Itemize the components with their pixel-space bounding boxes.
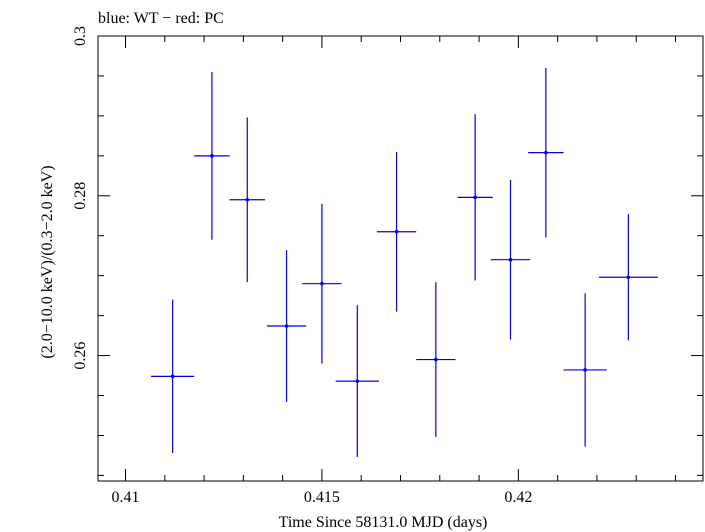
point-marker: [394, 229, 399, 234]
x-tick-label: 0.42: [504, 489, 532, 506]
point-marker: [544, 150, 548, 155]
point-marker: [170, 374, 175, 379]
point-marker: [320, 281, 324, 286]
data-point: [229, 117, 265, 283]
data-points: [151, 67, 658, 458]
y-tick-label: 0.3: [72, 26, 89, 46]
point-marker: [508, 257, 513, 262]
data-point: [151, 299, 195, 454]
point-marker: [355, 379, 360, 383]
data-point: [416, 282, 456, 438]
point-marker: [626, 275, 631, 280]
y-axis-label: (2.0−10.0 keV)/(0.3−2.0 keV): [39, 165, 56, 358]
point-marker: [434, 357, 438, 362]
data-point: [490, 179, 531, 340]
y-tick-label: 0.26: [72, 342, 89, 370]
data-point: [598, 214, 658, 341]
tick-labels: 0.41 0.415 0.42 0.26 0.28 0.3: [72, 26, 532, 506]
data-point: [528, 67, 564, 238]
data-point: [302, 203, 342, 364]
data-point: [335, 305, 379, 458]
x-tick-label: 0.415: [304, 489, 340, 506]
point-marker: [210, 154, 214, 158]
plot-frame: [97, 35, 704, 482]
point-marker: [245, 197, 250, 202]
chart-title: blue: WT − red: PC: [98, 10, 224, 27]
x-tick-label: 0.41: [112, 489, 140, 506]
data-point: [266, 250, 307, 402]
data-point: [563, 293, 607, 447]
point-marker: [583, 368, 587, 372]
data-point: [376, 151, 417, 312]
point-marker: [284, 324, 289, 328]
x-axis-label: Time Since 58131.0 MJD (days): [279, 514, 488, 531]
point-marker: [473, 195, 477, 200]
data-point: [194, 71, 230, 240]
data-point: [457, 114, 493, 281]
y-tick-label: 0.28: [72, 182, 89, 210]
axis-ticks: [98, 35, 703, 481]
